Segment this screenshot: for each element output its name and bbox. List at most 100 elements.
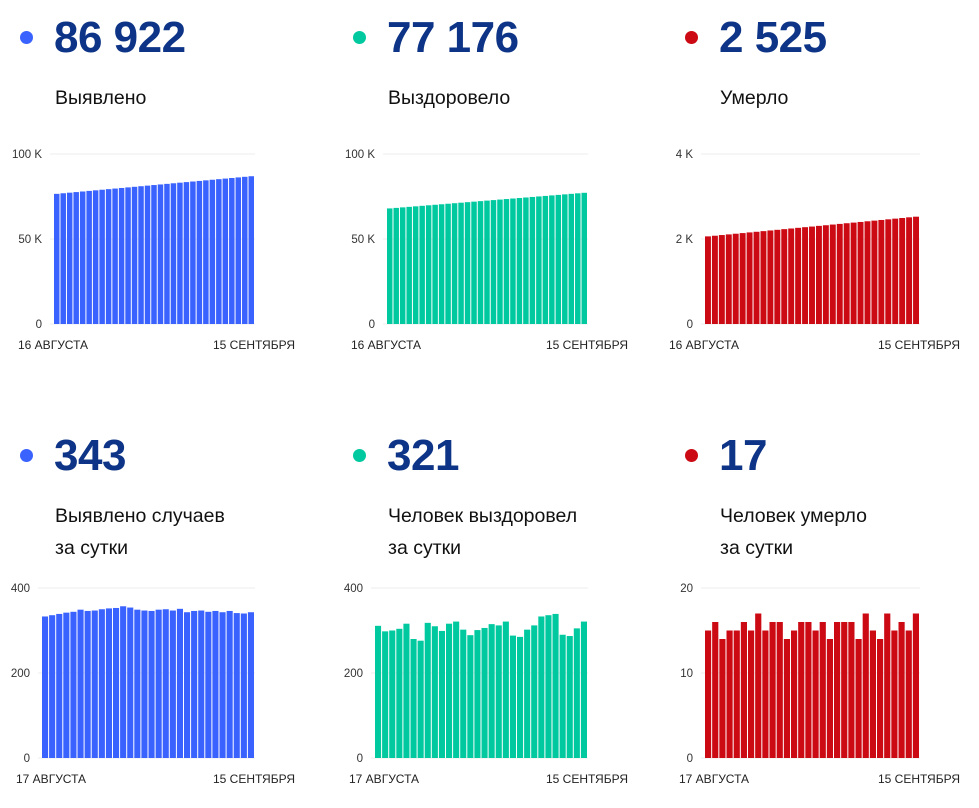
- bar[interactable]: [474, 630, 481, 758]
- bar[interactable]: [719, 639, 726, 758]
- bar[interactable]: [798, 622, 805, 758]
- bar[interactable]: [184, 612, 191, 758]
- bar[interactable]: [403, 623, 410, 758]
- bar[interactable]: [460, 629, 467, 758]
- bar[interactable]: [382, 631, 389, 758]
- bar[interactable]: [746, 232, 753, 324]
- bar[interactable]: [229, 177, 235, 324]
- bar[interactable]: [389, 630, 396, 759]
- bar[interactable]: [242, 176, 248, 324]
- bar[interactable]: [42, 616, 49, 758]
- bar[interactable]: [819, 622, 826, 758]
- bar[interactable]: [509, 635, 516, 758]
- bar[interactable]: [196, 180, 203, 324]
- bar[interactable]: [495, 625, 502, 758]
- bar[interactable]: [725, 234, 732, 324]
- bar[interactable]: [855, 639, 862, 758]
- bar[interactable]: [86, 190, 92, 324]
- bar[interactable]: [848, 622, 855, 758]
- bar[interactable]: [190, 181, 196, 324]
- bar[interactable]: [458, 202, 464, 324]
- bar[interactable]: [91, 610, 98, 758]
- bar[interactable]: [834, 622, 841, 758]
- bar[interactable]: [753, 231, 760, 324]
- bar[interactable]: [869, 630, 876, 759]
- bar[interactable]: [490, 200, 497, 324]
- bar[interactable]: [815, 225, 822, 324]
- bar[interactable]: [568, 193, 575, 324]
- bar[interactable]: [209, 179, 216, 324]
- bar[interactable]: [438, 630, 445, 758]
- bar[interactable]: [120, 606, 127, 758]
- bar[interactable]: [92, 190, 99, 324]
- bar[interactable]: [203, 180, 209, 324]
- bar[interactable]: [802, 227, 809, 324]
- bar[interactable]: [573, 628, 580, 758]
- bar[interactable]: [141, 610, 148, 758]
- bar[interactable]: [898, 622, 905, 758]
- bar[interactable]: [112, 188, 118, 324]
- bar[interactable]: [841, 622, 848, 758]
- bar[interactable]: [226, 610, 233, 758]
- bar[interactable]: [912, 613, 919, 759]
- bar[interactable]: [850, 222, 857, 324]
- bar[interactable]: [222, 178, 229, 324]
- bar[interactable]: [575, 193, 581, 324]
- bar[interactable]: [477, 201, 484, 324]
- bar[interactable]: [387, 208, 393, 324]
- bar[interactable]: [248, 176, 254, 324]
- bar[interactable]: [406, 206, 412, 324]
- bar[interactable]: [878, 219, 885, 324]
- bar[interactable]: [783, 639, 790, 758]
- bar[interactable]: [98, 609, 105, 758]
- bar[interactable]: [432, 204, 438, 324]
- bar[interactable]: [144, 185, 151, 324]
- bar[interactable]: [566, 636, 573, 758]
- bar[interactable]: [170, 183, 177, 324]
- bar[interactable]: [516, 198, 523, 324]
- bar[interactable]: [726, 630, 733, 759]
- bar[interactable]: [795, 227, 802, 324]
- bar[interactable]: [712, 622, 719, 758]
- bar[interactable]: [375, 625, 382, 758]
- bar[interactable]: [549, 195, 555, 324]
- bar[interactable]: [581, 192, 587, 324]
- bar[interactable]: [502, 621, 509, 758]
- bar[interactable]: [718, 235, 725, 324]
- bar[interactable]: [536, 196, 542, 324]
- bar[interactable]: [70, 611, 77, 758]
- bar[interactable]: [451, 203, 458, 324]
- bar[interactable]: [733, 630, 740, 759]
- bar[interactable]: [235, 177, 242, 324]
- bar[interactable]: [864, 221, 871, 324]
- bar[interactable]: [198, 610, 205, 758]
- bar[interactable]: [438, 204, 445, 324]
- bar[interactable]: [412, 206, 419, 324]
- bar[interactable]: [781, 229, 788, 324]
- bar[interactable]: [419, 205, 425, 324]
- bar[interactable]: [523, 197, 529, 324]
- bar[interactable]: [555, 194, 562, 324]
- bar[interactable]: [913, 216, 919, 324]
- bar[interactable]: [467, 635, 474, 758]
- bar[interactable]: [791, 630, 798, 759]
- bar[interactable]: [63, 612, 70, 758]
- bar[interactable]: [99, 189, 105, 324]
- bar[interactable]: [788, 228, 795, 324]
- bar[interactable]: [843, 223, 850, 324]
- bar[interactable]: [805, 622, 812, 758]
- bar[interactable]: [240, 613, 247, 759]
- bar[interactable]: [176, 608, 183, 758]
- bar[interactable]: [131, 186, 138, 324]
- bar[interactable]: [79, 191, 86, 324]
- bar[interactable]: [871, 220, 878, 324]
- bar[interactable]: [862, 613, 869, 759]
- bar[interactable]: [77, 609, 84, 758]
- bar[interactable]: [497, 199, 503, 324]
- bar[interactable]: [453, 621, 460, 758]
- bar[interactable]: [762, 630, 769, 759]
- bar[interactable]: [212, 610, 219, 758]
- bar[interactable]: [54, 193, 60, 324]
- bar[interactable]: [118, 187, 125, 324]
- bar[interactable]: [138, 186, 144, 324]
